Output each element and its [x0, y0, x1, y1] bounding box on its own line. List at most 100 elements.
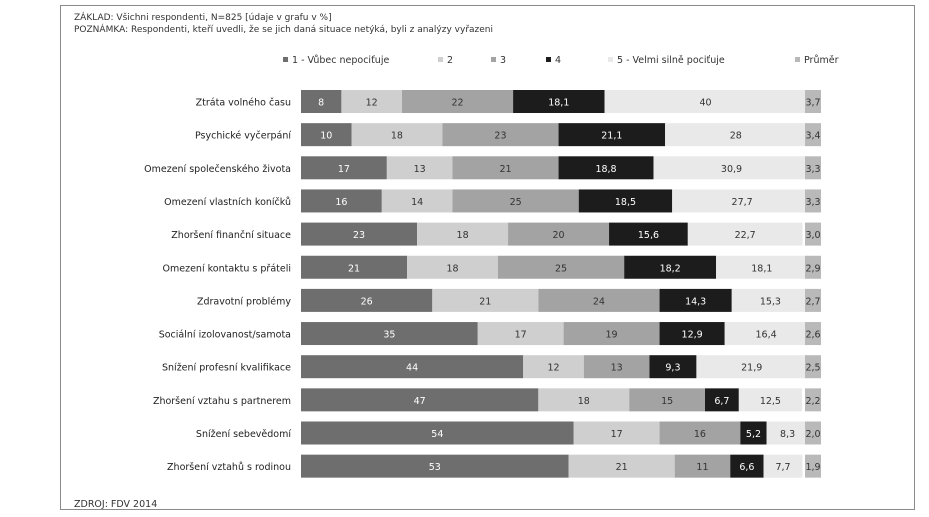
bar-7-1 — [301, 288, 433, 312]
bar-label-3-1: 17 — [338, 164, 350, 175]
bar-label-6-3: 25 — [555, 263, 567, 274]
bar-9-2 — [523, 355, 584, 379]
bar-label-4-5: 27,7 — [732, 197, 753, 208]
bar-3-5 — [653, 156, 810, 180]
bar-6-3 — [497, 255, 625, 279]
bar-6-4 — [624, 255, 717, 279]
legend-swatch-1 — [283, 57, 288, 62]
bar-12-1 — [301, 454, 569, 478]
bar-11-2 — [573, 421, 660, 445]
bar-label-10-1: 47 — [414, 396, 426, 407]
bar-12-4 — [730, 454, 764, 478]
bar-12-2 — [568, 454, 675, 478]
bar-label-11-1: 54 — [431, 429, 443, 440]
bar-8-5 — [724, 322, 808, 346]
bar-label-1-2: 12 — [366, 98, 378, 109]
average-label-10: 2,2 — [805, 396, 820, 407]
bar-10-3 — [629, 388, 705, 412]
bar-label-10-2: 18 — [578, 396, 590, 407]
average-bar-5 — [805, 222, 821, 246]
bar-label-8-1: 35 — [383, 330, 395, 341]
bar-12-5 — [763, 454, 803, 478]
average-bar-12 — [805, 454, 821, 478]
bar-label-2-3: 23 — [494, 131, 506, 142]
bar-11-5 — [766, 421, 809, 445]
bar-7-4 — [659, 288, 732, 312]
bar-label-12-4: 6,6 — [739, 462, 754, 473]
bar-label-7-4: 14,3 — [685, 296, 706, 307]
bar-label-8-2: 17 — [515, 330, 527, 341]
bar-label-12-1: 53 — [429, 462, 441, 473]
bar-4-3 — [452, 189, 579, 213]
legend-label-5: 5 - Velmi silně pociťuje — [617, 55, 725, 66]
average-bar-7 — [805, 288, 821, 312]
bar-9-1 — [301, 355, 524, 379]
legend-swatch-2 — [438, 57, 443, 62]
average-bar-4 — [805, 189, 821, 213]
average-bar-2 — [805, 123, 821, 147]
bar-10-2 — [538, 388, 630, 412]
bar-8-3 — [563, 322, 660, 346]
average-label-3: 3,3 — [805, 164, 820, 175]
bar-label-7-1: 26 — [361, 296, 373, 307]
bar-label-5-3: 20 — [553, 230, 565, 241]
bar-8-2 — [477, 322, 564, 346]
bar-label-5-5: 22,7 — [735, 230, 756, 241]
legend-label-6: Průměr — [804, 55, 839, 66]
bar-3-2 — [386, 156, 453, 180]
average-label-12: 1,9 — [805, 462, 820, 473]
bar-label-8-5: 16,4 — [756, 330, 777, 341]
bar-label-12-5: 7,7 — [775, 462, 790, 473]
chart-rows: Ztráta volného času 8 12 22 18,1 40 3,7 Psychic… — [144, 90, 821, 478]
bar-7-3 — [538, 288, 660, 312]
bar-3-4 — [558, 156, 654, 180]
bar-1-3 — [402, 90, 514, 113]
category-label-10: Zhoršení vztahu s partnerem — [153, 396, 291, 407]
bar-9-5 — [696, 355, 808, 379]
bar-label-11-3: 16 — [694, 429, 706, 440]
category-label-6: Omezení kontaktu s přáteli — [163, 263, 291, 274]
bar-label-2-1: 10 — [320, 131, 332, 142]
bar-label-11-2: 17 — [611, 429, 623, 440]
bar-11-1 — [301, 421, 574, 445]
bar-7-5 — [731, 288, 810, 312]
bar-label-1-5: 40 — [699, 98, 711, 109]
category-label-2: Psychické vyčerpání — [195, 131, 291, 142]
bar-5-2 — [417, 222, 509, 246]
bar-label-10-5: 12,5 — [760, 396, 781, 407]
legend-label-1: 1 - Vůbec nepociťuje — [292, 55, 389, 66]
average-bar-6 — [805, 255, 821, 279]
bar-label-4-4: 18,5 — [615, 197, 636, 208]
bar-1-1 — [301, 90, 342, 113]
bar-label-10-3: 15 — [661, 396, 673, 407]
bar-4-2 — [381, 189, 453, 213]
bar-label-8-4: 12,9 — [682, 330, 703, 341]
bar-5-5 — [687, 222, 803, 246]
bar-2-5 — [665, 123, 807, 147]
bar-label-7-3: 24 — [593, 296, 605, 307]
bar-label-6-4: 18,2 — [660, 263, 681, 274]
average-label-4: 3,3 — [805, 197, 820, 208]
legend-label-2: 2 — [447, 55, 453, 66]
bar-5-4 — [609, 222, 688, 246]
category-label-5: Zhoršení finanční situace — [171, 230, 291, 241]
legend-label-3: 3 — [500, 55, 506, 66]
bar-label-2-4: 21,1 — [601, 131, 622, 142]
category-label-7: Zdravotní problémy — [197, 296, 291, 307]
category-label-3: Omezení společenského života — [144, 164, 291, 175]
average-bar-3 — [805, 156, 821, 180]
average-label-11: 2,0 — [805, 429, 820, 440]
bar-label-3-4: 18,8 — [595, 164, 616, 175]
bar-9-4 — [649, 355, 697, 379]
bar-label-10-4: 6,7 — [714, 396, 729, 407]
source-note: ZDROJ: FDV 2014 — [74, 499, 158, 510]
bar-1-4 — [513, 90, 605, 113]
bar-2-4 — [558, 123, 666, 147]
average-bar-9 — [805, 355, 821, 379]
bar-label-2-5: 28 — [730, 131, 742, 142]
category-label-4: Omezení vlastních koníčků — [164, 197, 291, 208]
bar-label-9-2: 12 — [547, 363, 559, 374]
bar-8-1 — [301, 322, 478, 346]
bar-label-12-2: 21 — [616, 462, 628, 473]
